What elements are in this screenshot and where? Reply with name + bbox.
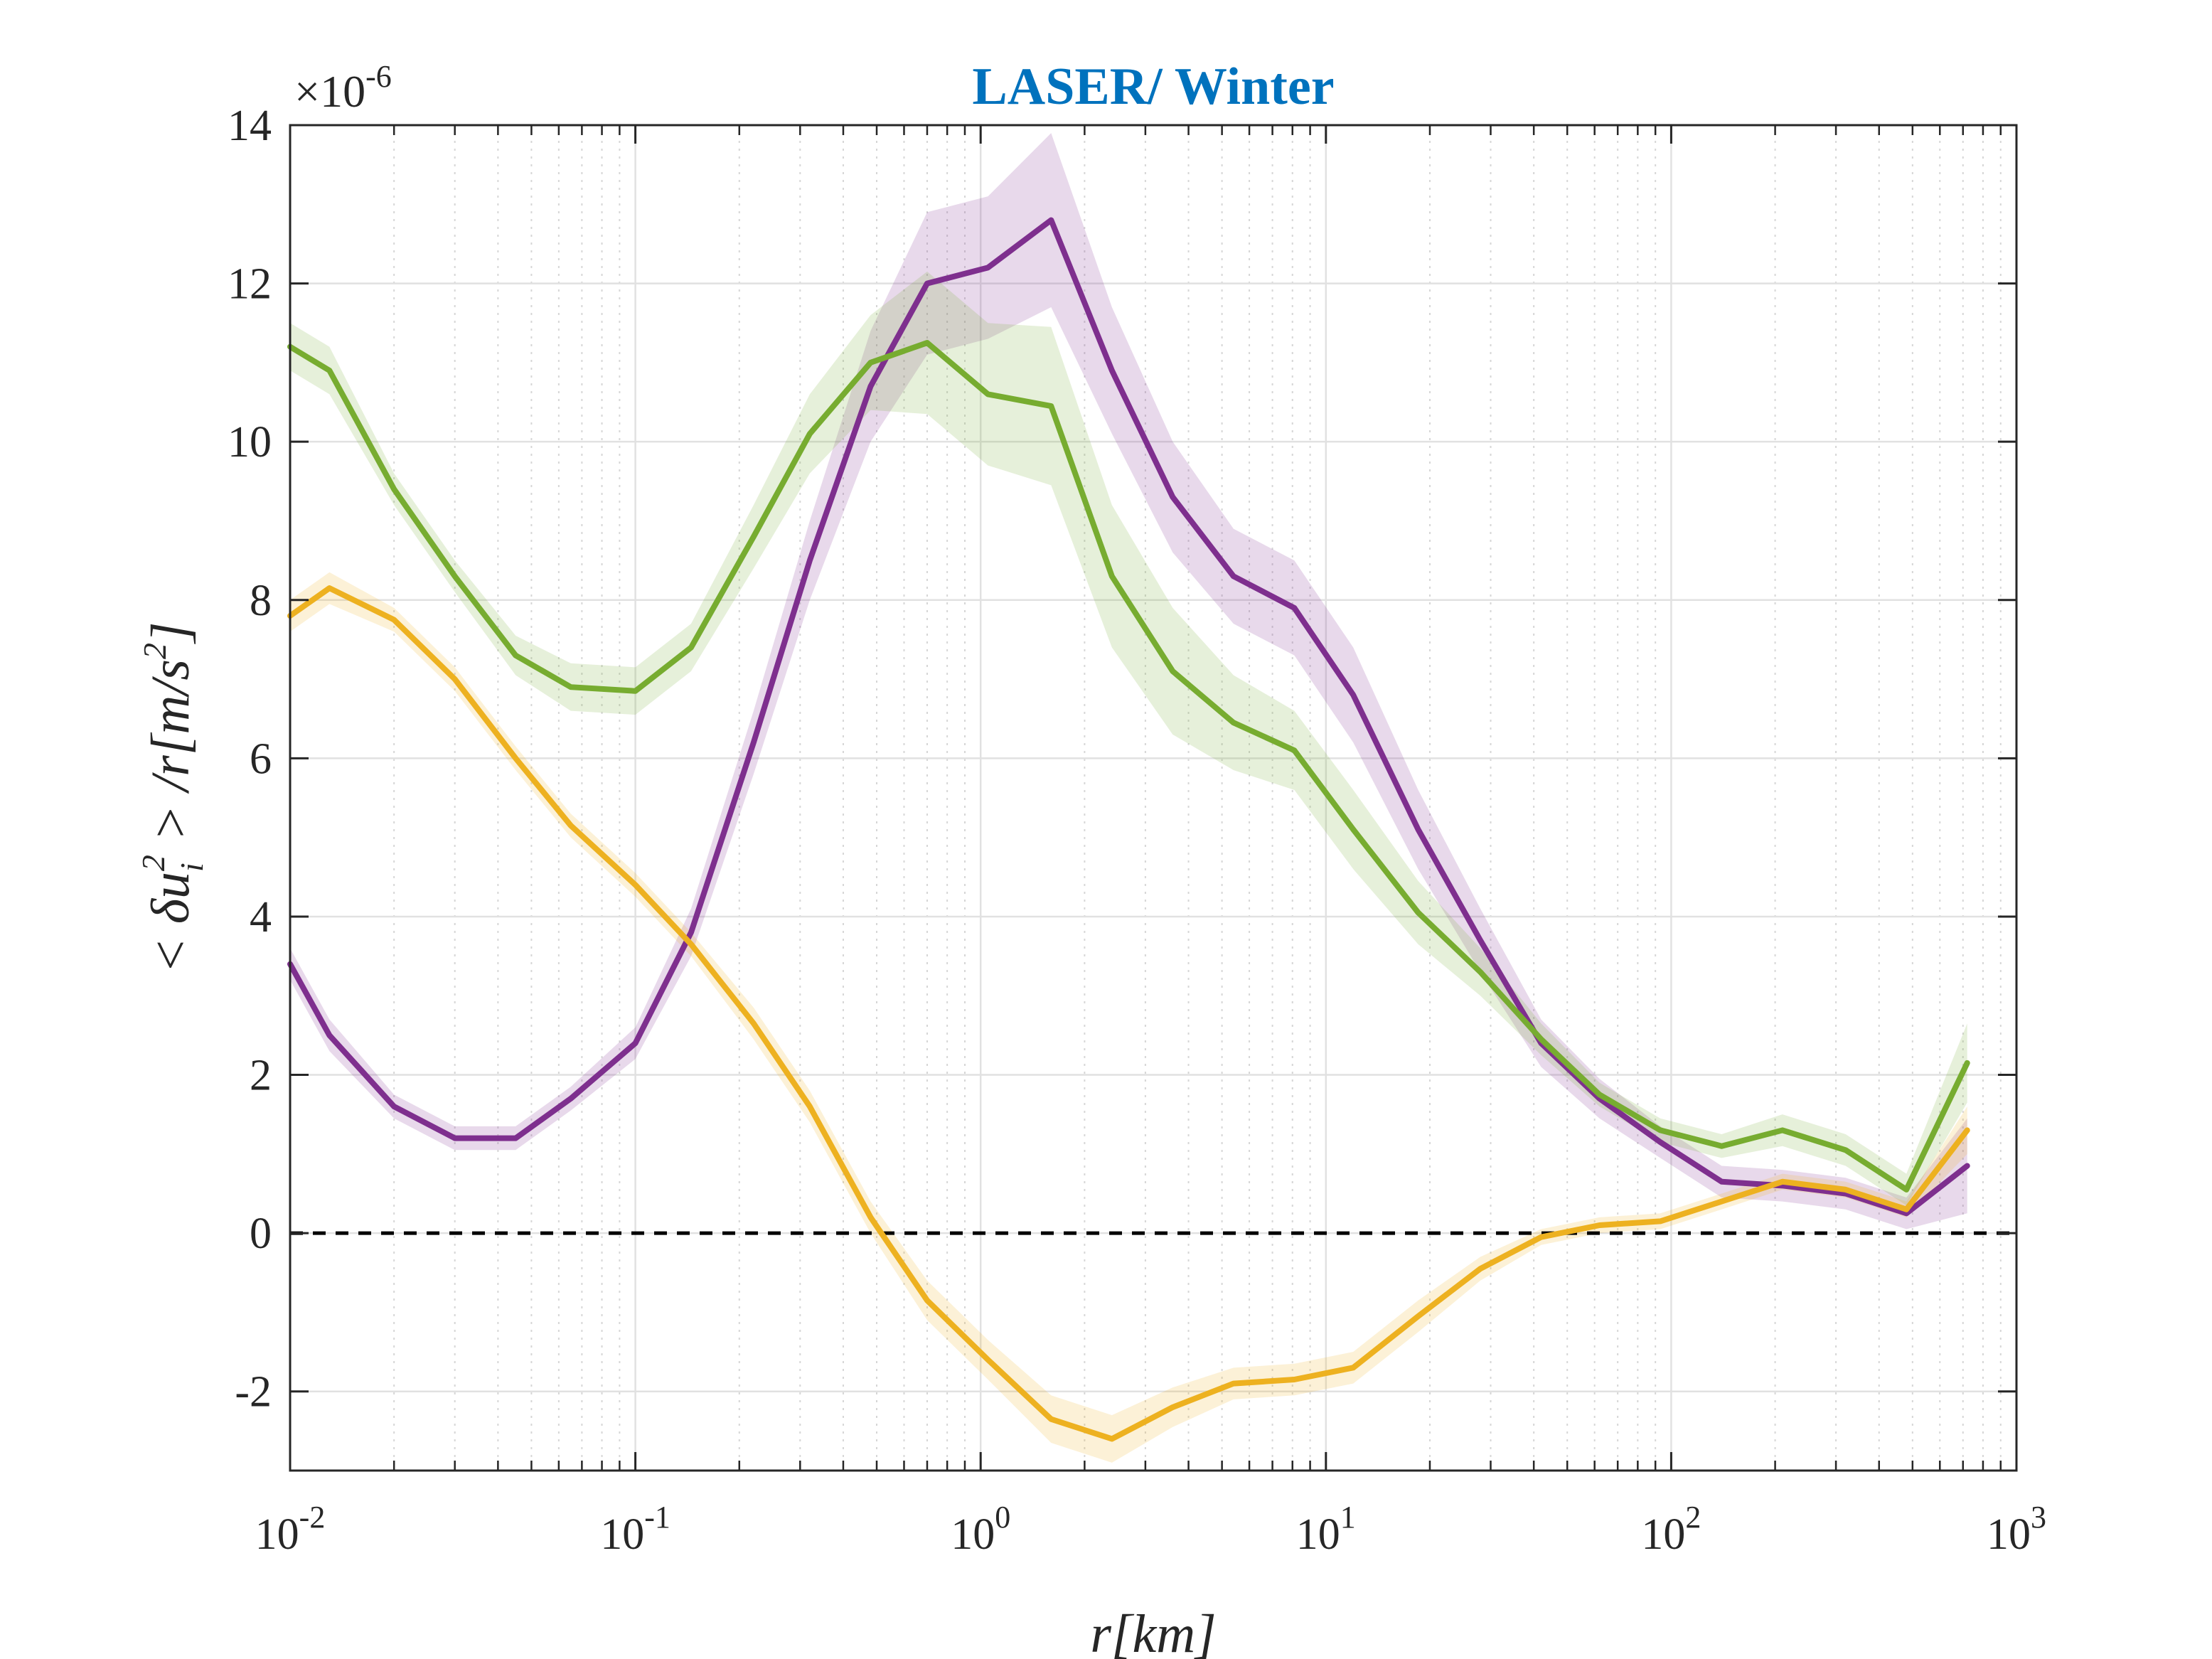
axes-box [289, 124, 2018, 1472]
y-tick-label: 6 [250, 735, 272, 783]
chart-title: LASER/ Winter [972, 58, 1334, 116]
x-tick-label-exponent: -1 [644, 1500, 670, 1535]
series-3-line [287, 585, 1970, 1442]
y-tick-label: 2 [250, 1052, 272, 1100]
x-tick-labels: 10-2 10-1 100 101 102 103 [255, 1500, 2046, 1559]
x-axis-title: r[km] [1090, 1604, 1216, 1659]
x-tick-label-base: 10 [255, 1510, 299, 1559]
y-axis-title-end: ] [141, 622, 201, 644]
y-axis-title-sup: 2 [135, 855, 171, 871]
x-tick-label-base: 10 [600, 1510, 644, 1559]
y-tick-label: 10 [228, 418, 272, 466]
confidence-bands [290, 133, 1967, 1463]
x-tick-label-base: 10 [951, 1510, 995, 1559]
x-tick-label-base: 10 [1641, 1510, 1685, 1559]
x-tick-label-base: 10 [1296, 1510, 1340, 1559]
y-tick-label: 8 [250, 577, 272, 625]
series-lines [287, 217, 1970, 1442]
y-multiplier-exponent: -6 [365, 59, 392, 94]
series-1-line [287, 217, 1970, 1217]
axis-ticks [289, 124, 2018, 1471]
x-tick-label-exponent: -2 [299, 1500, 326, 1535]
y-tick-label: -2 [235, 1368, 272, 1417]
x-tick-label: 102 [1641, 1500, 1701, 1559]
x-tick-label: 10-1 [600, 1500, 670, 1559]
y-axis-title-sub: i [173, 863, 210, 872]
y-multiplier: ×10-6 [294, 59, 392, 117]
x-tick-label-exponent: 0 [995, 1500, 1010, 1535]
y-tick-labels: -2 0 2 4 6 8 10 12 14 [228, 102, 272, 1417]
y-axis-title-lhs: < δu [141, 872, 201, 974]
series-3-band [290, 572, 1967, 1463]
y-axis-title-sup2: 2 [137, 643, 173, 659]
x-tick-label-exponent: 1 [1340, 1500, 1356, 1535]
series-1-band [290, 133, 1967, 1229]
x-tick-label: 101 [1296, 1500, 1356, 1559]
x-tick-label-exponent: 2 [1685, 1500, 1701, 1535]
y-axis-title-rhs: > /r[m/s [141, 659, 201, 855]
minor-grid [393, 125, 2002, 1471]
x-tick-label-base: 10 [1987, 1510, 2031, 1559]
y-tick-label: 4 [250, 893, 272, 941]
x-tick-label: 103 [1987, 1500, 2046, 1559]
series-2-line [287, 340, 1970, 1193]
x-tick-label: 10-2 [255, 1500, 326, 1559]
y-tick-label: 12 [228, 260, 272, 309]
y-multiplier-base: ×10 [294, 66, 365, 117]
x-tick-label-exponent: 3 [2031, 1500, 2046, 1535]
y-axis-title: < δui2 > /r[m/s2] [135, 622, 210, 973]
y-tick-label: 0 [250, 1210, 272, 1258]
x-tick-label: 100 [951, 1500, 1010, 1559]
y-tick-label: 14 [228, 102, 272, 150]
